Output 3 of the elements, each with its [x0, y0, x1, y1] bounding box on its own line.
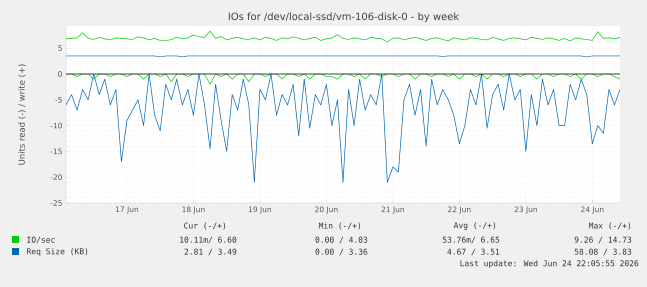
chart-title: IOs for /dev/local-ssd/vm-106-disk-0 - by week: [228, 12, 460, 22]
line-series: [66, 30, 620, 42]
y-axis-title: Units read (-) / write (+): [18, 64, 26, 165]
